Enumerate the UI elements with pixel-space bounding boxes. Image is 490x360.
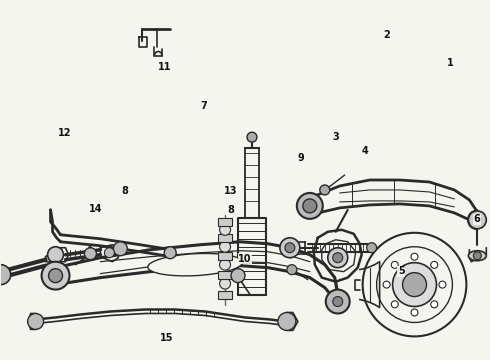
Circle shape (84, 248, 97, 260)
Circle shape (48, 247, 64, 263)
Circle shape (220, 224, 230, 235)
Text: 7: 7 (200, 102, 207, 112)
Circle shape (392, 301, 398, 308)
Circle shape (333, 297, 343, 306)
Circle shape (220, 241, 230, 252)
Circle shape (326, 289, 350, 314)
Circle shape (231, 269, 245, 283)
FancyBboxPatch shape (218, 271, 232, 279)
Text: 10: 10 (238, 254, 252, 264)
Circle shape (49, 269, 63, 283)
Circle shape (113, 242, 127, 256)
Circle shape (220, 278, 230, 289)
Circle shape (431, 261, 438, 268)
Circle shape (411, 309, 418, 316)
Text: 13: 13 (223, 186, 237, 196)
Circle shape (392, 263, 437, 306)
Circle shape (431, 301, 438, 308)
Circle shape (320, 185, 330, 195)
Circle shape (411, 253, 418, 260)
Circle shape (328, 248, 348, 268)
Circle shape (247, 132, 257, 142)
Circle shape (383, 281, 390, 288)
Circle shape (468, 211, 486, 229)
Circle shape (473, 252, 481, 260)
Text: 15: 15 (160, 333, 173, 343)
Ellipse shape (468, 251, 486, 261)
Text: 2: 2 (383, 30, 390, 40)
Circle shape (104, 248, 114, 258)
Text: 8: 8 (122, 186, 129, 196)
Text: 3: 3 (332, 132, 339, 142)
Text: 14: 14 (89, 204, 103, 214)
Text: 11: 11 (158, 62, 171, 72)
Circle shape (287, 265, 297, 275)
Circle shape (439, 281, 446, 288)
FancyBboxPatch shape (218, 291, 232, 298)
Circle shape (220, 259, 230, 270)
Text: 12: 12 (57, 129, 71, 138)
Circle shape (297, 193, 323, 219)
Ellipse shape (148, 253, 243, 276)
Text: 6: 6 (474, 215, 481, 224)
Text: 8: 8 (227, 206, 234, 216)
Circle shape (42, 262, 70, 289)
Circle shape (164, 247, 176, 259)
Text: 9: 9 (298, 153, 305, 163)
Circle shape (285, 243, 295, 253)
Circle shape (27, 314, 44, 329)
FancyBboxPatch shape (218, 218, 232, 226)
Circle shape (392, 261, 398, 268)
Circle shape (0, 265, 11, 285)
Circle shape (303, 199, 317, 213)
Circle shape (280, 238, 300, 258)
Circle shape (403, 273, 426, 297)
Text: 4: 4 (361, 146, 368, 156)
Circle shape (367, 243, 377, 253)
Circle shape (333, 253, 343, 263)
FancyBboxPatch shape (218, 252, 232, 260)
Text: 1: 1 (447, 58, 454, 68)
Circle shape (278, 312, 296, 330)
Text: 5: 5 (398, 266, 405, 276)
FancyBboxPatch shape (218, 234, 232, 242)
